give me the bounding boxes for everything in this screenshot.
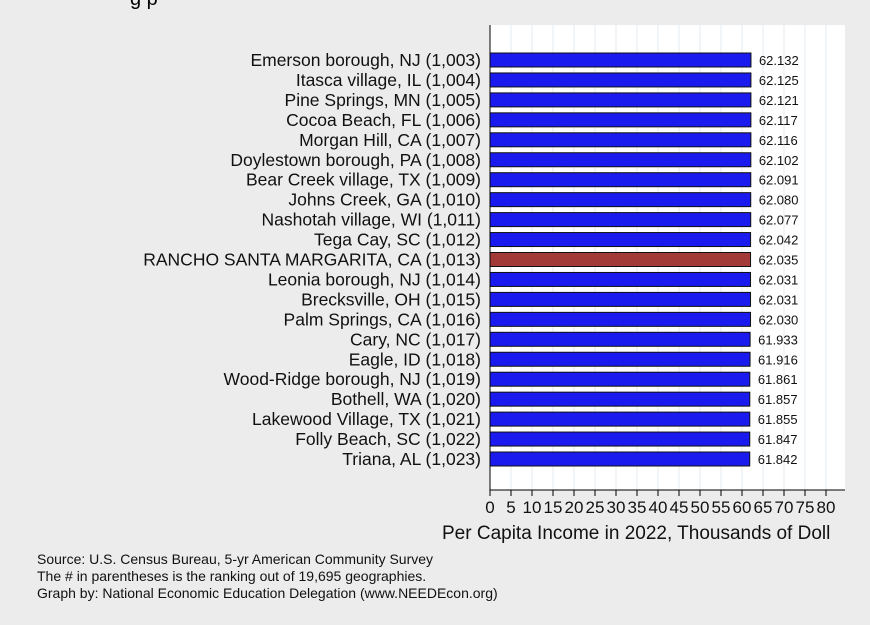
category-label: Lakewood Village, TX (1,021) <box>252 409 481 429</box>
value-label: 62.102 <box>759 153 799 168</box>
category-label: Bothell, WA (1,020) <box>331 389 481 409</box>
category-label: Morgan Hill, CA (1,007) <box>299 130 481 150</box>
value-label: 62.042 <box>759 233 799 248</box>
category-label: Triana, AL (1,023) <box>342 449 481 469</box>
x-tick-label: 65 <box>754 498 773 517</box>
value-label: 61.855 <box>758 412 798 427</box>
bar-highlighted <box>489 252 752 267</box>
bar <box>489 212 752 228</box>
value-labels: 62.132 62.125 62.121 62.117 62.116 62.102 62.0… <box>758 53 799 467</box>
category-label: Doylestown borough, PA (1,008) <box>230 150 481 170</box>
x-tick-label: 0 <box>485 498 494 517</box>
category-label: Nashotah village, WI (1,011) <box>261 210 481 230</box>
value-label: 61.916 <box>758 352 798 367</box>
x-tick-label: 10 <box>523 498 542 517</box>
x-tick-label: 80 <box>817 498 836 517</box>
bar <box>489 152 752 168</box>
category-label: RANCHO SANTA MARGARITA, CA (1,013) <box>143 250 481 270</box>
category-label: Palm Springs, CA (1,016) <box>284 309 481 329</box>
category-label: Cary, NC (1,017) <box>350 329 481 349</box>
value-label: 62.030 <box>759 312 799 327</box>
bar <box>489 72 752 88</box>
x-tick-label: 5 <box>506 498 515 517</box>
value-label: 62.116 <box>759 133 798 148</box>
x-tick-label: 15 <box>544 498 563 517</box>
category-label: Bear Creek village, TX (1,009) <box>246 170 481 190</box>
bar <box>489 92 752 108</box>
bar <box>489 192 752 208</box>
value-label: 62.117 <box>759 113 798 128</box>
category-label: Folly Beach, SC (1,022) <box>295 429 481 449</box>
value-label: 62.091 <box>759 173 799 188</box>
category-label: Wood-Ridge borough, NJ (1,019) <box>224 369 481 389</box>
category-label: Leonia borough, NJ (1,014) <box>268 269 481 289</box>
value-label: 62.031 <box>759 292 799 307</box>
value-label: 61.847 <box>758 432 798 447</box>
x-tick-label: 25 <box>586 498 605 517</box>
chart-title-fragment: g p <box>130 0 158 11</box>
bars <box>489 52 752 467</box>
x-tick-label: 50 <box>691 498 710 517</box>
x-axis-ticks: 0 5 10 15 20 25 30 35 40 45 50 55 60 65 70 75 80 <box>485 490 835 517</box>
bar <box>489 411 751 427</box>
bar <box>489 232 752 248</box>
category-label: Brecksville, OH (1,015) <box>301 289 481 309</box>
value-label: 61.842 <box>758 452 798 467</box>
bar <box>489 371 751 387</box>
x-tick-label: 40 <box>649 498 668 517</box>
x-tick-label: 55 <box>712 498 731 517</box>
x-tick-label: 75 <box>796 498 815 517</box>
footnote-credit: Graph by: National Economic Education De… <box>37 585 498 601</box>
bar <box>489 112 752 128</box>
category-label: Cocoa Beach, FL (1,006) <box>286 110 481 130</box>
x-axis-label: Per Capita Income in 2022, Thousands of … <box>442 523 830 544</box>
value-label: 61.933 <box>758 332 798 347</box>
category-label: Emerson borough, NJ (1,003) <box>250 50 481 70</box>
x-tick-label: 35 <box>628 498 647 517</box>
x-tick-label: 20 <box>565 498 584 517</box>
bar <box>489 172 752 188</box>
category-label: Johns Creek, GA (1,010) <box>288 190 481 210</box>
bar <box>489 431 751 447</box>
value-label: 62.125 <box>759 73 799 88</box>
bar <box>489 451 751 467</box>
value-label: 62.035 <box>759 253 799 268</box>
value-label: 62.031 <box>759 272 799 287</box>
x-tick-label: 60 <box>733 498 752 517</box>
x-tick-label: 70 <box>775 498 794 517</box>
bar <box>489 271 752 287</box>
value-label: 62.121 <box>759 93 799 108</box>
x-tick-label: 45 <box>670 498 689 517</box>
category-label: Itasca village, IL (1,004) <box>296 70 481 90</box>
bar <box>489 52 752 68</box>
value-label: 61.857 <box>758 392 798 407</box>
bar <box>489 351 751 367</box>
footnote-ranking-note: The # in parentheses is the ranking out … <box>37 568 427 584</box>
bar <box>489 331 751 347</box>
bar <box>489 391 751 407</box>
category-label: Pine Springs, MN (1,005) <box>285 90 481 110</box>
value-label: 62.132 <box>759 53 799 68</box>
value-label: 61.861 <box>758 372 798 387</box>
bar <box>489 311 752 327</box>
bar <box>489 132 752 148</box>
value-label: 62.077 <box>759 213 799 228</box>
footnote-source: Source: U.S. Census Bureau, 5-yr America… <box>37 551 434 567</box>
bar <box>489 291 752 307</box>
category-label: Eagle, ID (1,018) <box>349 349 481 369</box>
category-labels: Emerson borough, NJ (1,003)Itasca villag… <box>143 50 481 469</box>
value-label: 62.080 <box>759 193 799 208</box>
x-tick-label: 30 <box>607 498 626 517</box>
category-label: Tega Cay, SC (1,012) <box>314 230 481 250</box>
